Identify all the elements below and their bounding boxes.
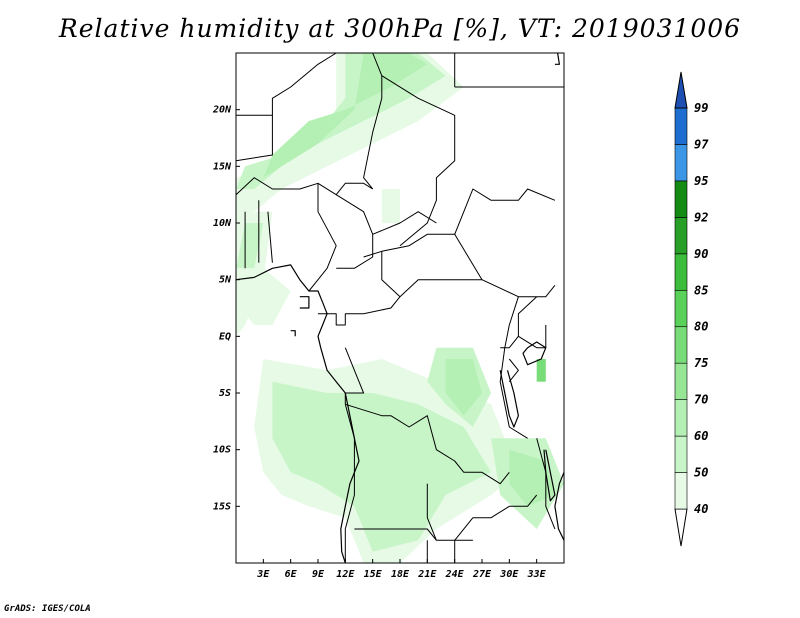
border-line-24 [426, 483, 437, 541]
coastline-2 [522, 341, 547, 366]
lat-tick-label: 20N [212, 105, 232, 116]
colorbar-over-arrow [674, 71, 688, 109]
colorbar-label: 75 [694, 356, 708, 370]
border-line-15 [454, 188, 556, 235]
humidity-patch-9 [445, 359, 482, 416]
humidity-patch-7 [272, 381, 492, 552]
coastline-3 [499, 370, 520, 428]
border-line-0 [236, 52, 337, 116]
chart-title: Relative humidity at 300hPa [%], VT: 201… [58, 14, 742, 43]
coastline-4 [543, 449, 556, 502]
border-line-29 [508, 358, 519, 383]
lat-tick-label: 5N [219, 275, 232, 286]
colorbar-segment [674, 253, 688, 291]
border-line-20 [344, 347, 365, 405]
colorbar-segment [674, 289, 688, 328]
colorbar-segment [674, 399, 688, 437]
lon-tick-label: 18E [391, 569, 410, 580]
border-line-22 [344, 404, 355, 563]
colorbar-segment [674, 144, 688, 182]
lat-tick-label: 15S [213, 501, 231, 512]
coastline-0 [235, 264, 360, 564]
colorbar-segment [674, 180, 688, 218]
border-line-10 [308, 183, 337, 292]
colorbar-label: 99 [694, 101, 708, 115]
lon-tick-label: 12E [336, 569, 355, 580]
humidity-patch-2 [263, 53, 428, 178]
border-line-25 [454, 494, 538, 541]
lat-tick-label: 5S [219, 388, 231, 399]
border-line-12 [372, 211, 437, 235]
lat-tick-label: EQ [219, 331, 231, 342]
colorbar-label: 85 [694, 283, 708, 297]
colorbar-under-arrow [674, 508, 688, 547]
border-line-17 [499, 296, 528, 439]
border-line-9 [267, 211, 273, 263]
colorbar-label: 60 [694, 429, 708, 443]
colorbar-segment [674, 472, 688, 510]
lon-tick-label: 30E [499, 569, 519, 580]
humidity-patch-4 [236, 223, 264, 269]
colorbar-segment [674, 107, 688, 145]
colorbar-segment [674, 217, 688, 255]
border-line-13 [363, 233, 519, 298]
lat-tick-label: 10S [213, 445, 231, 456]
border-line-16 [518, 284, 556, 298]
lon-tick-label: 9E [312, 569, 325, 580]
border-line-21 [345, 403, 510, 485]
colorbar-label: 95 [694, 174, 708, 188]
colorbar-segment [674, 435, 688, 473]
border-line-26 [536, 438, 556, 530]
border-line-4 [381, 75, 456, 247]
colorbar-label: 92 [694, 210, 708, 224]
border-line-1 [235, 115, 273, 162]
coastline-6 [299, 296, 310, 309]
colorbar: 40 50 60 70 75 80 85 90 92 95 97 99 [674, 71, 709, 547]
lon-tick-label: 24E [445, 569, 465, 580]
coastline-7 [290, 330, 296, 337]
coastline-5 [554, 52, 561, 65]
lon-tick-label: 33E [527, 569, 547, 580]
coastline-1 [554, 472, 565, 541]
border-line-28 [517, 296, 538, 337]
colorbar-segment [674, 326, 688, 364]
humidity-patch-5 [236, 268, 291, 325]
border-line-14 [381, 251, 482, 298]
lon-tick-label: 21E [417, 569, 437, 580]
border-line-3 [363, 52, 383, 190]
axis-ticks: 3E 6E 9E 12E 15E 18E 21E 24E 27E 30E 33E 20N 15N 10N 5… [212, 105, 547, 580]
border-line-18 [318, 313, 364, 326]
colorbar-label: 40 [694, 502, 708, 516]
border-line-11 [335, 194, 374, 269]
lon-tick-label: 15E [364, 569, 383, 580]
humidity-contours [236, 53, 564, 563]
country-borders [235, 52, 565, 564]
lon-tick-label: 27E [472, 569, 492, 580]
colorbar-label: 80 [694, 320, 708, 334]
colorbar-label: 97 [694, 137, 709, 151]
border-line-27 [500, 325, 547, 349]
colorbar-segment [674, 362, 688, 400]
grads-credit: GrADS: IGES/COLA [4, 604, 91, 614]
colorbar-label: 70 [694, 393, 708, 407]
colorbar-label: 90 [694, 247, 708, 261]
colorbar-label: 50 [694, 466, 708, 480]
border-line-19 [363, 296, 401, 315]
lon-tick-label: 6E [285, 569, 298, 580]
humidity-patch-12 [536, 359, 546, 382]
lat-tick-label: 10N [213, 218, 232, 229]
lon-tick-label: 3E [256, 569, 270, 580]
humidity-patch-13 [381, 189, 400, 223]
lat-tick-label: 15N [213, 161, 232, 172]
